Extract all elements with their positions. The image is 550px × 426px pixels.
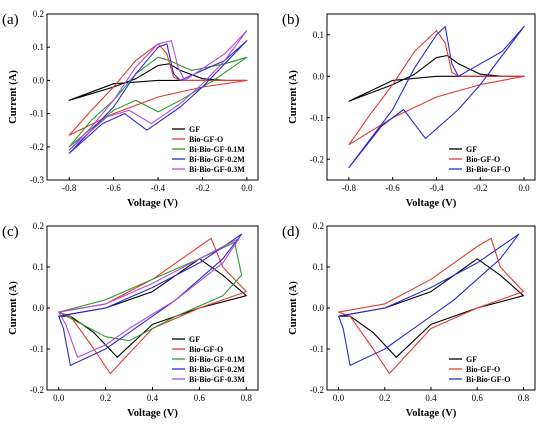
plot-frame — [326, 225, 536, 391]
y-tick-label: -0.2 — [310, 154, 324, 164]
y-tick-label: -0.2 — [30, 142, 44, 152]
legend-entry: Bi-Bio-GF-0.1M — [189, 145, 245, 154]
y-tick-label: 0.0 — [313, 71, 325, 81]
legend-entry: Bi-Bio-GF-O — [466, 165, 510, 174]
x-axis-label: Voltage (V) — [127, 198, 178, 209]
x-axis-label: Voltage (V) — [406, 408, 457, 419]
x-axis-label: Voltage (V) — [127, 408, 178, 419]
x-tick-label: -0.2 — [473, 183, 487, 193]
legend-entry: GF — [189, 125, 200, 134]
y-tick-label: 0.2 — [33, 221, 44, 231]
series-line-2 — [68, 56, 248, 148]
y-tick-label: 0.1 — [313, 262, 324, 272]
y-tick-label: 0.0 — [313, 303, 325, 313]
x-tick-label: 0.0 — [333, 393, 345, 403]
y-tick-label: -0.3 — [30, 175, 45, 185]
x-tick-label: -0.4 — [429, 183, 444, 193]
y-axis-label: Current (A) — [288, 281, 299, 335]
x-tick-label: 0.0 — [53, 393, 65, 403]
x-tick-label: 0.4 — [425, 393, 437, 403]
plot-frame — [326, 13, 536, 181]
y-tick-label: 0.2 — [313, 221, 324, 231]
y-tick-label: 0.1 — [33, 42, 44, 52]
panel-b: -0.8 -0.6 -0.4 -0.2 0.0 -0.2 -0.1 0.0 0.1 Voltage… — [282, 12, 536, 209]
legend-entry: Bi-Bio-GF-0.3M — [189, 165, 245, 174]
legend-entry: GF — [189, 335, 200, 344]
x-tick-label: 0.6 — [194, 393, 206, 403]
series-line-1 — [68, 43, 248, 136]
y-tick-label: 0.1 — [33, 262, 44, 272]
legend-entry: Bi-Bio-GF-0.1M — [189, 355, 245, 364]
x-tick-label: -0.8 — [342, 183, 357, 193]
y-tick-label: 0.0 — [33, 75, 45, 85]
panel-label: (b) — [282, 12, 300, 28]
y-tick-label: 0.0 — [33, 303, 45, 313]
panel-a: -0.8 -0.6 -0.4 -0.2 0.0 -0.3 -0.2 -0.1 0.0 0.1 0.2… — [2, 9, 259, 209]
x-tick-label: -0.6 — [107, 183, 122, 193]
x-tick-label: 0.0 — [518, 183, 530, 193]
series-line-2 — [58, 241, 243, 342]
series-line-0 — [58, 258, 247, 358]
y-tick-label: -0.1 — [310, 113, 324, 123]
y-tick-label: 0.2 — [33, 9, 44, 19]
legend-entry: GF — [466, 355, 477, 364]
x-tick-label: 0.8 — [518, 393, 530, 403]
series-line-0 — [68, 63, 248, 101]
y-tick-label: 0.1 — [313, 30, 324, 40]
y-tick-label: -0.1 — [310, 344, 324, 354]
panel-label: (c) — [2, 224, 19, 240]
x-tick-label: 0.4 — [147, 393, 159, 403]
x-tick-label: -0.2 — [195, 183, 209, 193]
y-axis-label: Current (A) — [8, 281, 19, 335]
legend-entry: Bi-Bio-GF-O — [466, 375, 510, 384]
x-axis-label: Voltage (V) — [406, 198, 457, 209]
series-line-1 — [348, 30, 525, 146]
series-line-0 — [348, 54, 525, 102]
x-tick-label: 0.8 — [241, 393, 253, 403]
panel-d: 0.0 0.2 0.4 0.6 0.8 -0.2 -0.1 0.0 0.1 0.2 Voltage … — [282, 221, 536, 419]
panel-label: (a) — [2, 12, 19, 28]
plot-frame — [46, 13, 259, 181]
legend-entry: Bio-GF-O — [189, 135, 223, 144]
legend-entry: Bi-Bio-GF-0.2M — [189, 365, 245, 374]
x-tick-label: 0.2 — [100, 393, 111, 403]
y-tick-label: -0.2 — [310, 385, 324, 395]
x-tick-label: 0.0 — [241, 183, 253, 193]
legend-entry: GF — [466, 145, 477, 154]
legend-entry: Bi-Bio-GF-0.2M — [189, 155, 245, 164]
series-line-4 — [58, 237, 240, 358]
x-tick-label: 0.6 — [472, 393, 484, 403]
series-line-2 — [348, 25, 525, 169]
legend-entry: Bio-GF-O — [189, 345, 223, 354]
x-tick-label: 0.2 — [379, 393, 390, 403]
series-line-1 — [338, 237, 524, 375]
y-tick-label: -0.1 — [30, 109, 44, 119]
series-line-4 — [68, 30, 248, 151]
legend-entry: Bio-GF-O — [466, 365, 500, 374]
panel-label: (d) — [282, 224, 300, 240]
legend-entry: Bio-GF-O — [466, 155, 500, 164]
y-axis-label: Current (A) — [288, 70, 299, 124]
y-axis-label: Current (A) — [8, 70, 19, 124]
x-tick-label: -0.8 — [62, 183, 77, 193]
x-tick-label: -0.4 — [151, 183, 166, 193]
y-tick-label: -0.1 — [30, 344, 44, 354]
y-tick-label: -0.2 — [30, 385, 44, 395]
x-tick-label: -0.6 — [386, 183, 401, 193]
panel-c: 0.0 0.2 0.4 0.6 0.8 -0.2 -0.1 0.0 0.1 0.2 Voltage … — [2, 221, 259, 419]
legend-entry: Bi-Bio-GF-0.3M — [189, 375, 245, 384]
series-line-2 — [338, 233, 520, 366]
series-line-0 — [338, 258, 524, 358]
series-line-3 — [58, 233, 243, 366]
